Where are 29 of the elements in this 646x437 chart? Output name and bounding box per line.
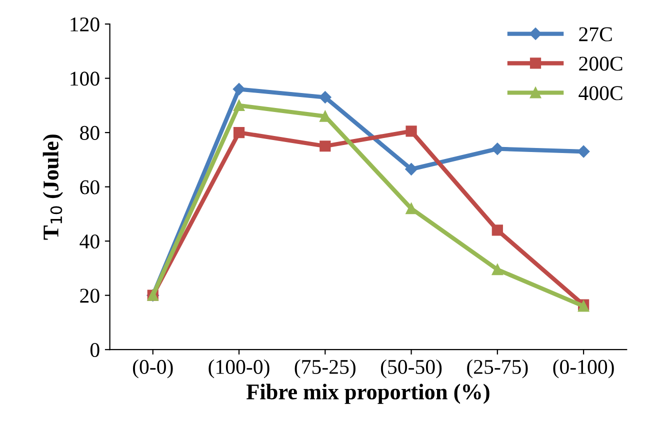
legend-label: 200C [579,56,622,71]
y-tick-label: 40 [80,234,100,249]
y-tick-label: 0 [90,342,100,358]
y-tick-label: 80 [80,126,100,140]
x-tick-label: (0-100) [553,359,614,378]
point [319,91,332,104]
x-tick-label: (50-50) [380,359,442,378]
point [406,126,417,137]
y-tick-label: 20 [80,288,100,303]
point [232,83,246,96]
x-axis-title: Fibre mix proportion (%) [246,384,490,404]
point [405,163,418,176]
y-tick-label: 100 [70,72,100,86]
legend-label: 400C [578,86,622,100]
point [406,202,417,214]
x-tick-label: (75-25) [294,359,356,378]
point [320,140,331,152]
y-tick-label: 120 [70,17,100,32]
legend-label: 27C [579,27,612,42]
point [233,127,245,138]
point [492,264,503,276]
point [233,100,245,111]
y-axis-title: T$_{10}$ (Joule) [42,134,63,240]
point [320,110,331,122]
x-tick-label: (100-0) [208,359,270,378]
y-tick-label: 60 [80,180,100,194]
x-tick-label: (25-75) [467,359,528,378]
point [492,224,503,236]
x-tick-label: (0-0) [132,359,173,378]
